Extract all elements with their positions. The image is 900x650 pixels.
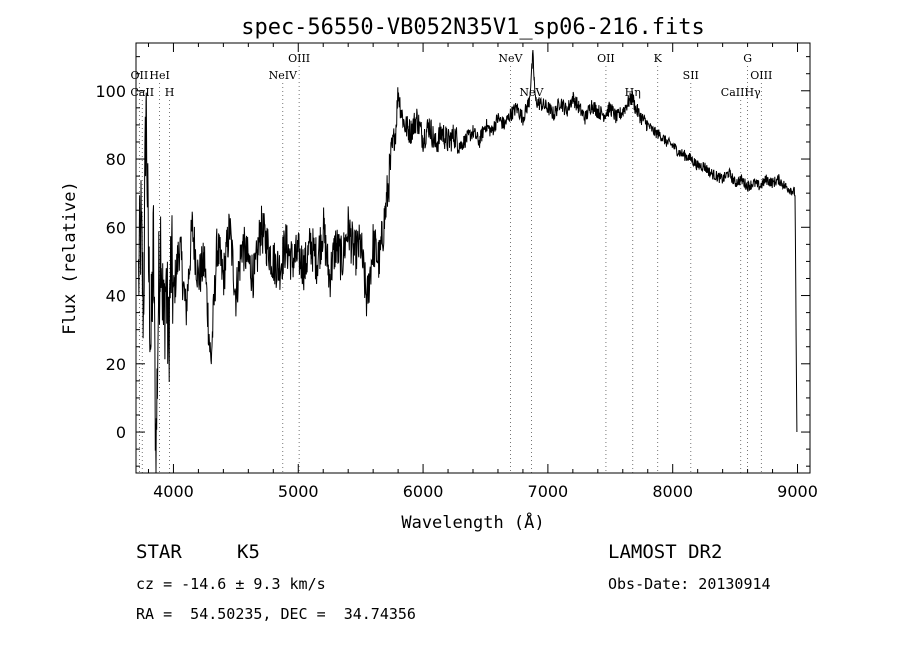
spectral-line-label: NeIV bbox=[269, 69, 298, 82]
y-axis-label: Flux (relative) bbox=[60, 181, 80, 335]
x-tick-label: 6000 bbox=[403, 482, 444, 501]
y-tick-label: 40 bbox=[106, 287, 126, 306]
spectrum-line bbox=[138, 49, 798, 474]
spectral-line-label: CaIIHγ bbox=[721, 86, 761, 99]
object-subclass: K5 bbox=[237, 541, 260, 563]
redshift-value: cz = -14.6 ± 9.3 km/s bbox=[136, 575, 326, 593]
spectral-line-label: OII bbox=[597, 52, 615, 65]
x-tick-label: 7000 bbox=[528, 482, 569, 501]
y-tick-label: 80 bbox=[106, 150, 126, 169]
spectral-line-label: CaII bbox=[130, 86, 154, 99]
spectral-line-label: NeV bbox=[519, 86, 544, 99]
x-tick-label: 4000 bbox=[153, 482, 194, 501]
spectral-line-label: H bbox=[165, 86, 175, 99]
x-tick-label: 5000 bbox=[278, 482, 319, 501]
spectrum-chart: spec-56550-VB052N35V1_sp06-216.fits OII H… bbox=[60, 15, 818, 533]
axis-ticks: 4000 5000 6000 7000 8000 9000 0 20 40 60 80 100 bbox=[95, 43, 818, 501]
spectral-line-label: OII bbox=[131, 69, 149, 82]
spectral-line-label: NeV bbox=[498, 52, 523, 65]
y-tick-label: 100 bbox=[95, 82, 126, 101]
spectral-line-label: G bbox=[743, 52, 752, 65]
coordinates: RA = 54.50235, DEC = 34.74356 bbox=[136, 605, 416, 623]
spectral-line-label: OIII bbox=[288, 52, 310, 65]
y-tick-label: 60 bbox=[106, 218, 126, 237]
object-class: STAR bbox=[136, 541, 182, 563]
spectral-line-label: OIII bbox=[750, 69, 772, 82]
survey-name: LAMOST DR2 bbox=[608, 541, 723, 563]
spectral-line-label: HeI bbox=[149, 69, 169, 82]
observation-date: Obs-Date: 20130914 bbox=[608, 575, 771, 593]
x-tick-label: 9000 bbox=[777, 482, 818, 501]
y-tick-label: 0 bbox=[116, 423, 126, 442]
spectral-line-label: SII bbox=[683, 69, 699, 82]
y-tick-label: 20 bbox=[106, 355, 126, 374]
spectral-line-label: K bbox=[654, 52, 663, 65]
x-tick-label: 8000 bbox=[652, 482, 693, 501]
chart-title: spec-56550-VB052N35V1_sp06-216.fits bbox=[241, 15, 705, 40]
plot-frame bbox=[135, 42, 811, 474]
x-axis-label: Wavelength (Å) bbox=[401, 511, 544, 533]
